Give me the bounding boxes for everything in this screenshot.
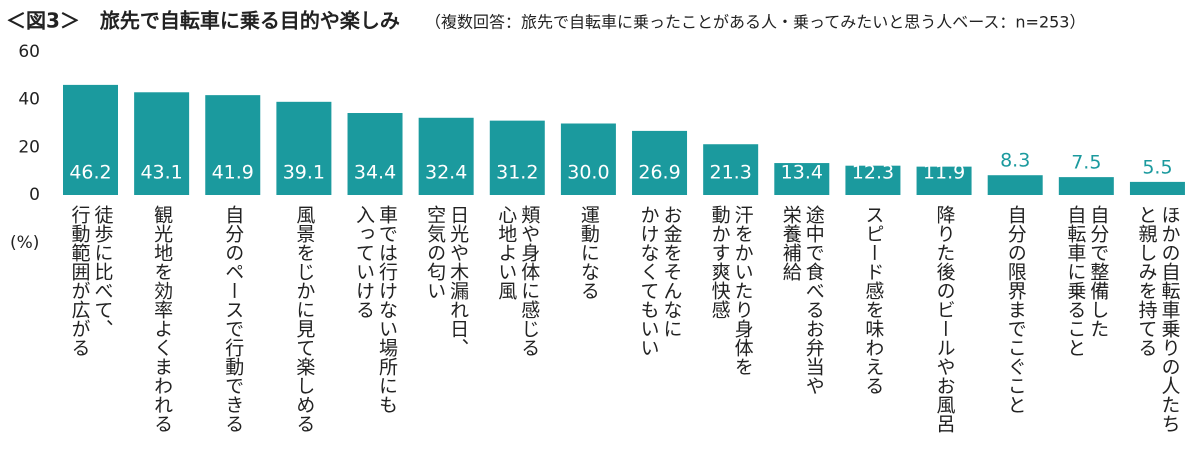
value-label: 34.4: [354, 162, 396, 184]
bar: [63, 84, 118, 195]
value-label: 39.1: [283, 162, 325, 184]
bar: [632, 130, 688, 195]
chart-subtitle: （複数回答：旅先で自転車に乗ったことがある人・乗ってみたいと思う人ベース：n=2…: [425, 13, 1086, 32]
x-tick-label: 途中で食べるお弁当や 栄養補給: [779, 205, 825, 395]
y-tick-label: 60: [18, 42, 40, 62]
value-label: 7.5: [1071, 152, 1101, 174]
x-tick-label: 観光地を効率よくまわれる: [151, 205, 174, 433]
bar: [1129, 181, 1185, 195]
x-tick-label: お金をそんなに かけなくてもいい: [637, 205, 683, 357]
x-tick-label: 車では行けない場所にも 入っていける: [353, 205, 399, 414]
x-tick-label: 自分のペースで行動できる: [222, 205, 245, 433]
x-tick-label: ほかの自転車乗りの人たち と親しみを持てる: [1135, 205, 1181, 433]
value-label: 30.0: [567, 162, 609, 184]
bar: [134, 92, 190, 195]
bar: [916, 166, 972, 195]
x-tick-label: 自分の限界までこぐこと: [1004, 205, 1027, 414]
value-label: 43.1: [140, 162, 182, 184]
x-tick-label: 運動になる: [577, 205, 600, 300]
value-label: 32.4: [425, 162, 467, 184]
x-tick-label: スピード感を味わえる: [862, 205, 885, 395]
bar: [774, 163, 830, 195]
value-label: 31.2: [496, 162, 538, 184]
value-label: 46.2: [69, 162, 111, 184]
bar: [276, 101, 332, 195]
x-tick-label: 降りた後のビールやお風呂: [933, 205, 956, 433]
value-label: 5.5: [1142, 156, 1172, 178]
chart-title: ＜図3＞ 旅先で自転車に乗る目的や楽しみ: [6, 9, 400, 33]
value-label: 41.9: [212, 162, 254, 184]
y-tick-label: 20: [18, 137, 40, 157]
bar: [418, 117, 474, 195]
bar: [205, 95, 261, 195]
bar: [1058, 177, 1114, 195]
value-label: 11.9: [923, 162, 965, 184]
bar: [347, 113, 403, 195]
value-label: 12.3: [852, 162, 894, 184]
value-label: 26.9: [638, 162, 680, 184]
x-tick-label: 頬や身体に感じる 心地よい風: [495, 205, 541, 357]
value-label: 13.4: [781, 162, 823, 184]
value-label: 21.3: [710, 162, 752, 184]
bar: [703, 144, 759, 195]
y-tick-label: 0: [29, 185, 40, 205]
bar: [845, 165, 901, 195]
x-tick-label: 日光や木漏れ日、 空気の匂い: [424, 205, 470, 357]
bar: [560, 123, 616, 195]
x-tick-label: 風景をじかに見て楽しめる: [293, 205, 316, 433]
bar: [489, 120, 545, 195]
x-tick-label: 汗をかいたり身体を 動かす爽快感: [708, 205, 754, 376]
bar: [987, 175, 1043, 195]
y-axis-label: (%): [10, 233, 39, 253]
y-tick-label: 40: [18, 90, 40, 110]
value-label: 8.3: [1000, 150, 1030, 172]
x-tick-label: 徒歩に比べて、 行動範囲が広がる: [68, 205, 114, 357]
x-tick-label: 自分で整備した 自転車に乗ること: [1064, 205, 1110, 357]
